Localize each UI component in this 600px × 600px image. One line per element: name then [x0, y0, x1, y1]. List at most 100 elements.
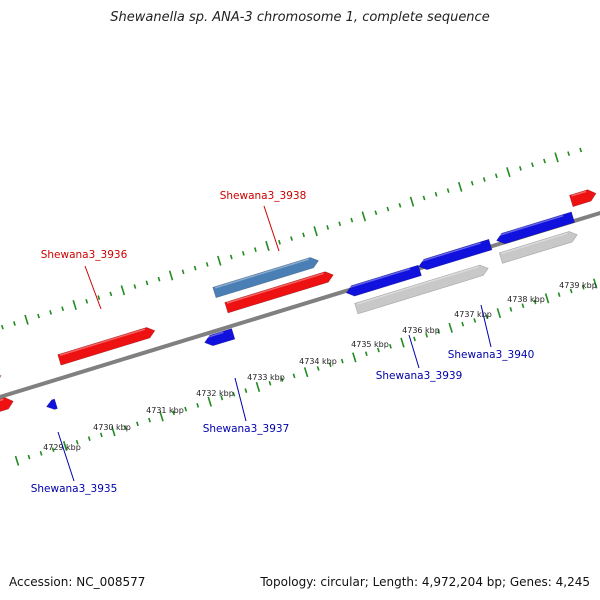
- gene-arrow-3939-b-highlight: [419, 242, 481, 263]
- lower-tick-mark: [39, 451, 43, 456]
- lower-tick-mark: [27, 454, 31, 460]
- lower-tick-mark: [172, 410, 176, 416]
- upper-tick-mark: [409, 196, 415, 207]
- upper-tick-mark: [494, 173, 498, 179]
- upper-tick-mark: [457, 181, 463, 192]
- gene-arrow-3939-b: [418, 238, 493, 271]
- upper-tick-mark: [567, 151, 571, 156]
- lower-tick-mark: [207, 396, 212, 407]
- gene-leader-line: [408, 334, 420, 369]
- upper-tick-mark: [326, 225, 330, 230]
- upper-tick-mark: [543, 158, 546, 164]
- upper-tick-mark: [241, 250, 245, 256]
- gene-label: Shewana3_3938: [220, 190, 307, 202]
- tick-label: 4735 kbp: [351, 340, 389, 349]
- gene-arrow-pseudo-2: [498, 231, 578, 264]
- upper-tick-mark: [290, 236, 293, 241]
- upper-tick-mark: [157, 276, 161, 282]
- upper-tick-mark: [24, 314, 29, 325]
- gene-arrow-edge-right-highlight: [571, 190, 587, 197]
- tick-marks-layer: [0, 147, 598, 466]
- upper-tick-mark: [205, 262, 209, 267]
- upper-tick-mark: [434, 191, 438, 197]
- gene-label: Shewana3_3935: [31, 483, 118, 495]
- lower-tick-mark: [51, 447, 55, 453]
- lower-tick-mark: [87, 436, 91, 441]
- tick-label: 4739 kbp: [559, 281, 597, 290]
- tick-label: 4730 kbp: [93, 423, 131, 432]
- labels-layer: 4729 kbp 4730 kbp 4731 kbp 4732 kbp 4733 kbp…: [31, 190, 597, 495]
- tick-label: 4738 kbp: [507, 295, 545, 304]
- gene-arrow-pseudo-1-highlight: [356, 266, 479, 305]
- lower-tick-mark: [62, 440, 68, 452]
- gene-arrow-3935: [45, 398, 58, 410]
- upper-tick-mark: [181, 269, 185, 275]
- tick-label: 4733 kbp: [247, 373, 285, 382]
- tick-label: 4737 kbp: [454, 310, 492, 319]
- lower-tick-mark: [280, 377, 284, 382]
- lower-tick-mark: [485, 314, 489, 320]
- lower-tick-mark: [400, 337, 405, 348]
- gene-leader-line: [480, 304, 492, 348]
- upper-tick-mark: [120, 285, 126, 296]
- gene-label: Shewana3_3940: [448, 349, 535, 361]
- gene-leader-line: [57, 431, 75, 482]
- upper-tick-mark: [579, 147, 583, 153]
- gene-arrow-3938-highlight-highlight: [214, 258, 309, 289]
- upper-tick-mark: [338, 221, 342, 227]
- tick-label: 4731 kbp: [146, 406, 184, 415]
- upper-tick-mark: [374, 210, 378, 216]
- gene-arrow-edge-right: [569, 189, 597, 208]
- lower-tick-mark: [581, 284, 585, 290]
- lower-tick-mark: [196, 403, 200, 408]
- gene-arrow-3938-highlight: [212, 257, 320, 299]
- upper-tick-mark: [531, 162, 534, 168]
- upper-tick-mark: [470, 180, 474, 186]
- gene-arrow-3937: [204, 328, 236, 347]
- upper-tick-mark: [398, 203, 402, 208]
- gene-label: Shewana3_3937: [203, 423, 290, 435]
- lower-tick-mark: [364, 351, 368, 357]
- upper-tick-mark: [37, 313, 40, 319]
- upper-tick-mark: [519, 166, 522, 171]
- lower-tick-mark: [521, 303, 525, 309]
- gene-arrow-pseudo-2-highlight: [501, 232, 568, 255]
- lower-tick-mark: [328, 362, 332, 368]
- upper-tick-mark: [302, 232, 305, 238]
- lower-tick-mark: [303, 367, 309, 378]
- upper-tick-mark: [361, 211, 367, 222]
- tick-label: 4729 kbp: [43, 443, 81, 452]
- lower-tick-mark: [376, 347, 380, 353]
- upper-tick-mark: [85, 298, 89, 304]
- upper-tick-mark: [386, 206, 390, 212]
- lower-tick-mark: [352, 352, 357, 363]
- lower-tick-mark: [389, 343, 392, 349]
- upper-tick-mark: [278, 239, 281, 245]
- upper-tick-mark: [482, 177, 486, 182]
- lower-tick-mark: [159, 411, 164, 422]
- lower-tick-mark: [75, 439, 79, 445]
- genes-layer: [0, 189, 597, 412]
- lower-tick-mark: [268, 380, 272, 386]
- gene-arrow-edge-forward-2: [0, 397, 14, 412]
- upper-tick-mark: [168, 270, 174, 281]
- lower-tick-mark: [557, 292, 561, 297]
- lower-tick-mark: [220, 395, 224, 401]
- lower-tick-mark: [461, 321, 465, 327]
- gene-arrow-edge-forward-2-highlight: [0, 398, 4, 402]
- lower-tick-mark: [544, 293, 550, 304]
- lower-tick-mark: [232, 391, 236, 397]
- gene-arrow-3940: [496, 211, 575, 245]
- gene-arrow-3938: [224, 271, 334, 314]
- upper-tick-mark: [61, 306, 65, 312]
- upper-tick-mark: [350, 217, 354, 223]
- gene-arrow-3938-highlight: [226, 272, 324, 304]
- upper-tick-mark: [253, 247, 257, 252]
- gene-arrow-edge-forward: [0, 374, 2, 379]
- lower-tick-mark: [111, 426, 116, 437]
- lower-tick-mark: [533, 299, 537, 305]
- upper-tick-mark: [193, 265, 197, 271]
- gene-arrow-3939-a-highlight: [346, 268, 411, 289]
- lower-tick-mark: [448, 322, 453, 333]
